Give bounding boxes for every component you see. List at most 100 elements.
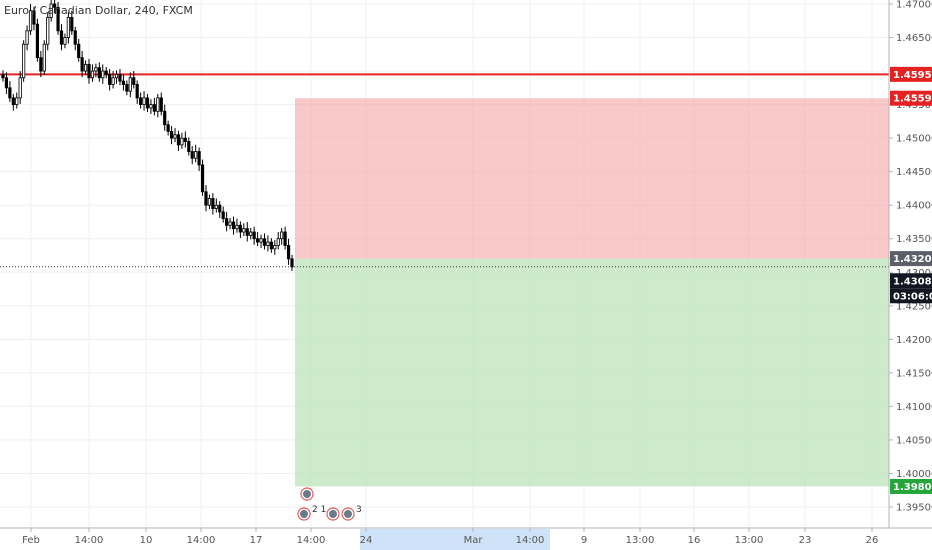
candle-body — [42, 43, 46, 72]
candle-body — [66, 17, 70, 38]
candle-body — [249, 231, 253, 236]
price-tick-label: 1.41000 — [896, 402, 932, 413]
candle-body — [235, 224, 239, 230]
time-tick-label: 14:00 — [75, 535, 104, 546]
time-tick-label: 24 — [360, 535, 373, 546]
price-tick-label: 1.44000 — [896, 201, 932, 212]
candle-body — [132, 77, 136, 85]
candle-body — [214, 204, 218, 209]
event-marker-dot — [344, 510, 352, 518]
candle-body — [283, 231, 287, 246]
candle-body — [169, 131, 174, 139]
candle-body — [25, 30, 29, 45]
candle-body — [280, 231, 284, 240]
candle-body — [190, 151, 194, 159]
time-tick-label: Feb — [22, 535, 40, 546]
candle-body — [128, 77, 132, 92]
candle-body — [290, 258, 294, 268]
candle-body — [77, 43, 81, 59]
candle-body — [218, 204, 222, 213]
candle-body — [262, 238, 267, 246]
take-profit-zone[interactable] — [295, 258, 889, 487]
time-tick-label: 13:00 — [735, 535, 764, 546]
candle-body — [180, 137, 184, 146]
candle-body — [183, 137, 187, 142]
candle-body — [56, 6, 60, 32]
candle-body — [125, 84, 129, 92]
price-tick-label: 1.42500 — [896, 301, 932, 312]
time-tick-label: 16 — [688, 535, 701, 546]
candle-body — [135, 84, 139, 99]
candle-body — [259, 238, 263, 243]
candle-body — [245, 228, 249, 236]
candle-body — [152, 104, 156, 112]
candle-body — [46, 17, 50, 45]
candle-body — [4, 77, 9, 89]
entry-price-label-bg — [890, 251, 932, 267]
candle-body — [63, 37, 67, 45]
candle-body — [204, 191, 208, 206]
candle-body — [286, 245, 291, 260]
price-tick-label: 1.43000 — [896, 268, 932, 279]
candle-body — [94, 67, 98, 72]
candle-body — [32, 10, 36, 25]
candle-body — [173, 134, 177, 139]
candle-body — [194, 151, 198, 159]
candle-body — [166, 124, 170, 132]
time-axis[interactable]: Feb 14:00 10 14:00 17 14:00 24 Mar 14:00 9 13:00 16… — [0, 527, 932, 550]
candle-body — [269, 241, 273, 250]
position-zones[interactable] — [295, 98, 889, 487]
countdown-label: 03:06:04 — [893, 291, 932, 302]
event-marker-dot — [329, 510, 337, 518]
candle-body — [49, 3, 53, 18]
candle-body — [90, 70, 95, 79]
candle-body — [255, 238, 260, 243]
candle-body — [276, 238, 280, 246]
candle-body — [156, 97, 160, 112]
candle-body — [145, 97, 150, 109]
price-tick-label: 1.41500 — [896, 368, 932, 379]
candle-body — [121, 80, 126, 85]
candle-body — [101, 70, 105, 79]
candle-body — [273, 245, 277, 250]
candle-body — [1, 74, 5, 79]
candle-body — [228, 221, 232, 226]
candle-body — [8, 87, 12, 99]
time-tick-label: 17 — [250, 535, 263, 546]
stop-loss-zone[interactable] — [295, 98, 889, 259]
event-markers[interactable]: 2 1 3 — [297, 487, 362, 521]
target-price-label: 1.39806 — [893, 482, 932, 493]
candle-body — [15, 97, 19, 105]
candle-body — [231, 221, 236, 230]
candle-body — [53, 3, 57, 8]
time-tick-label: 13:00 — [626, 535, 655, 546]
horizontal-lines[interactable] — [0, 73, 889, 268]
candle-body — [207, 198, 212, 206]
event-marker-label: 3 — [356, 505, 362, 515]
entry-price-label: 1.43204 — [893, 254, 932, 265]
price-tick-label: 1.47000 — [896, 0, 932, 11]
chart-title: Euro / Canadian Dollar, 240, FXCM — [4, 4, 193, 17]
last-price-label: 1.43082 — [893, 276, 932, 287]
candle-body — [83, 63, 88, 72]
candle-body — [118, 74, 122, 82]
time-tick-label: 14:00 — [297, 535, 326, 546]
candle-body — [142, 97, 146, 105]
candle-body — [59, 30, 64, 45]
target-price-label-bg — [890, 478, 932, 494]
time-range-highlight[interactable] — [360, 529, 550, 550]
candle-body — [252, 231, 256, 240]
price-tick-label: 1.40500 — [896, 435, 932, 446]
candle-body — [139, 97, 143, 105]
time-tick-label: 14:00 — [516, 535, 545, 546]
time-tick-label: Mar — [464, 535, 484, 546]
candle-body — [114, 74, 119, 79]
candle-body — [242, 228, 246, 233]
resistance-price-label-bg — [890, 66, 932, 82]
price-tick-label: 1.43500 — [896, 234, 932, 245]
candle-body — [176, 134, 181, 146]
event-marker-label: 2 1 — [312, 505, 326, 515]
